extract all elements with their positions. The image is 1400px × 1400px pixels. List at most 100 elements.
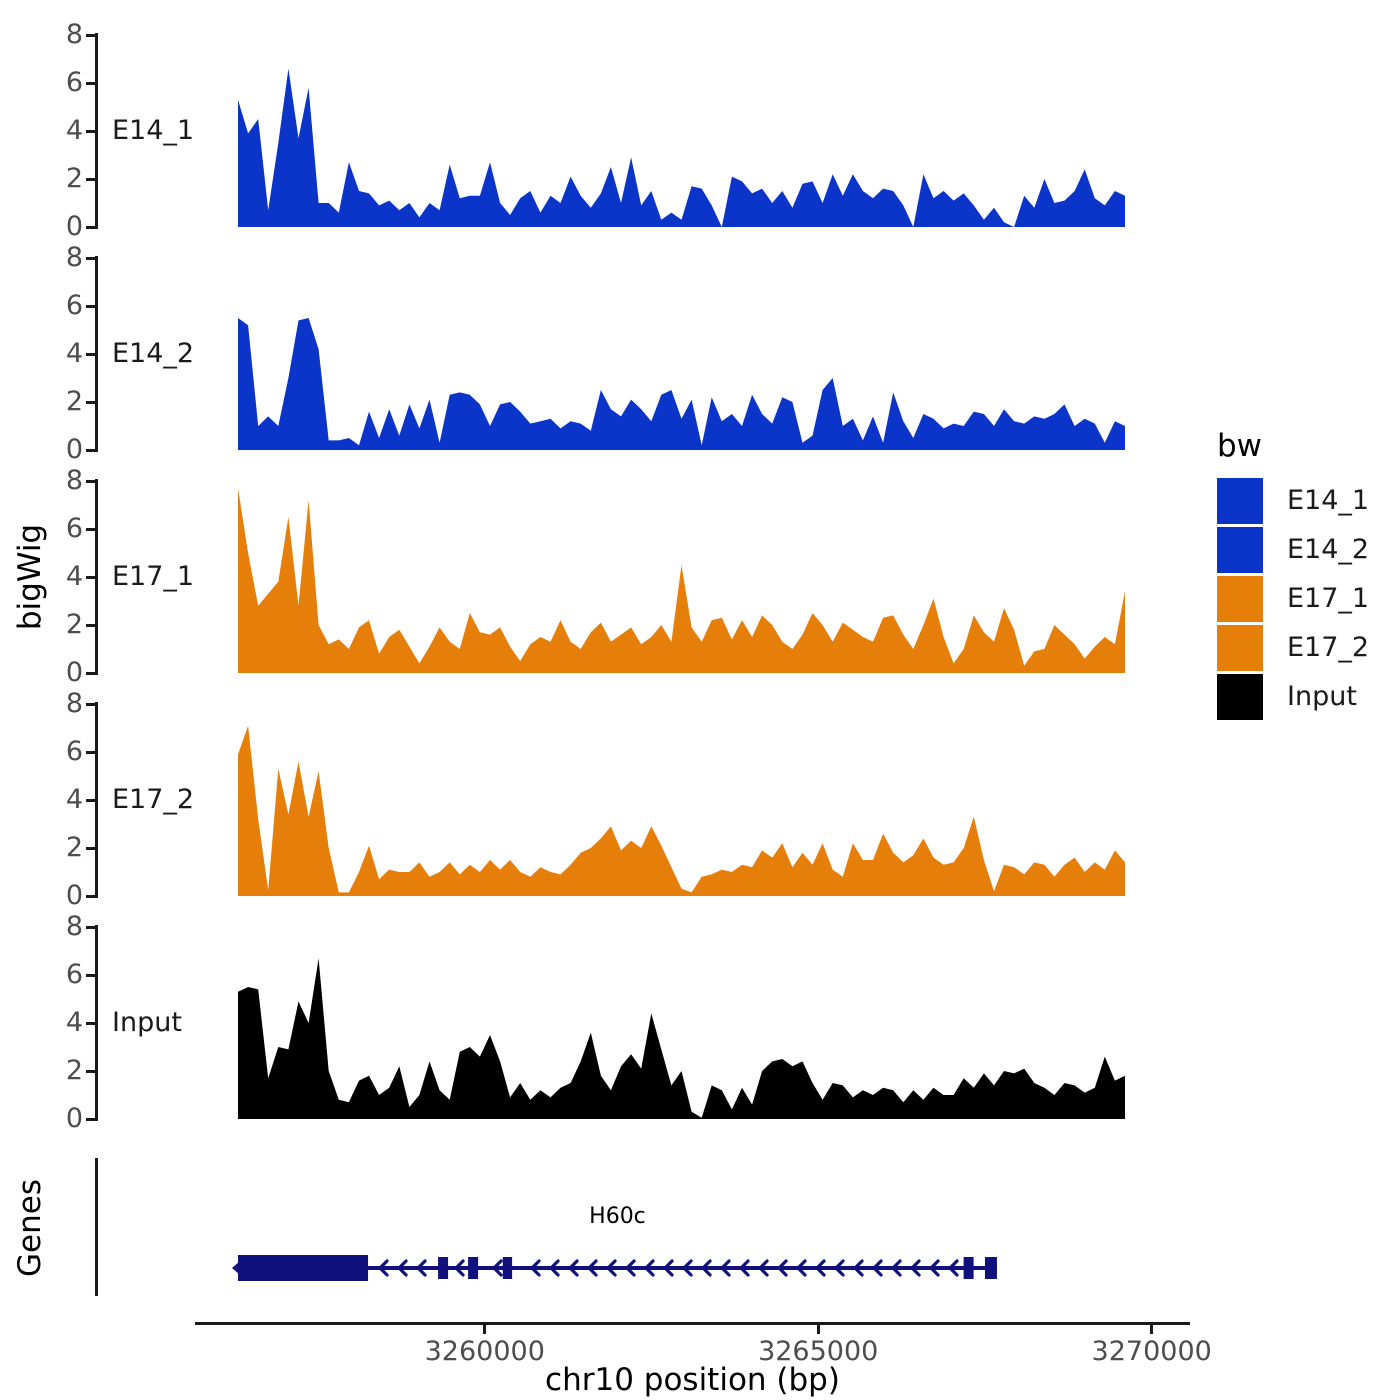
y-tick	[86, 527, 95, 531]
genes-axis-line	[95, 1158, 98, 1296]
x-tick	[816, 1322, 820, 1334]
strand-arrow-icon	[890, 1259, 902, 1277]
y-tick	[86, 225, 95, 229]
gene-model	[232, 1255, 997, 1281]
strand-arrow-icon	[700, 1259, 712, 1277]
y-tick	[86, 448, 95, 452]
y-tick	[86, 256, 95, 260]
x-tick-label: 3270000	[1091, 1336, 1212, 1367]
y-tick-label: 8	[65, 911, 83, 942]
strand-arrow-icon	[738, 1259, 750, 1277]
gene-exon	[468, 1257, 479, 1279]
y-tick-label: 2	[65, 832, 83, 863]
y-tick	[86, 177, 95, 181]
y-tick	[86, 846, 95, 850]
legend-entry-label: E14_1	[1287, 485, 1370, 516]
strand-arrow-icon	[776, 1259, 788, 1277]
legend-entry-label: Input	[1287, 681, 1357, 712]
y-tick	[86, 33, 95, 37]
strand-arrow-icon	[719, 1259, 731, 1277]
y-tick	[86, 1069, 95, 1073]
strand-end-arrow	[232, 1261, 240, 1275]
strand-arrow-icon	[928, 1259, 940, 1277]
track-label: Input	[112, 1007, 182, 1038]
strand-arrow-icon	[947, 1259, 959, 1277]
x-tick-label: 3260000	[424, 1336, 545, 1367]
y-tick-label: 6	[65, 290, 83, 321]
y-tick-label: 8	[65, 19, 83, 50]
strand-arrow-icon	[795, 1259, 807, 1277]
x-tick-label: 3265000	[758, 1336, 879, 1367]
y-tick-label: 6	[65, 736, 83, 767]
area-polygon	[238, 725, 1125, 896]
coverage-area-E14_2	[238, 318, 1125, 450]
area-polygon	[238, 958, 1125, 1119]
strand-arrow-icon	[377, 1259, 389, 1277]
area-polygon	[238, 68, 1125, 227]
y-tick	[86, 894, 95, 898]
y-axis-line	[95, 33, 98, 229]
coverage-area-Input	[238, 958, 1125, 1119]
y-tick-label: 2	[65, 163, 83, 194]
y-tick-label: 0	[65, 657, 83, 688]
strand-arrow-icon	[586, 1259, 598, 1277]
strand-arrow-icon	[909, 1259, 921, 1277]
gene-exon	[438, 1257, 449, 1279]
x-tick	[483, 1322, 487, 1334]
strand-arrow-icon	[567, 1259, 579, 1277]
strand-arrow-icon	[453, 1259, 465, 1277]
y-tick	[86, 925, 95, 929]
y-tick	[86, 750, 95, 754]
area-polygon	[238, 488, 1125, 673]
legend-key	[1217, 576, 1263, 622]
track-label: E17_1	[112, 561, 195, 592]
y-tick-label: 6	[65, 513, 83, 544]
y-tick-label: 4	[65, 1007, 83, 1038]
y-tick-label: 6	[65, 67, 83, 98]
legend-title: bw	[1217, 428, 1263, 464]
strand-arrow-icon	[624, 1259, 636, 1277]
track-label: E17_2	[112, 784, 195, 815]
track-label: E14_1	[112, 115, 195, 146]
strand-arrow-icon	[814, 1259, 826, 1277]
y-tick-label: 0	[65, 211, 83, 242]
strand-arrow-icon	[871, 1259, 883, 1277]
y-axis-line	[95, 702, 98, 898]
strand-arrow-icon	[643, 1259, 655, 1277]
area-polygon	[238, 318, 1125, 450]
legend-key	[1217, 527, 1263, 573]
coverage-area-E17_2	[238, 725, 1125, 896]
strand-arrow-icon	[605, 1259, 617, 1277]
strand-arrow-icon	[833, 1259, 845, 1277]
strand-arrow-icon	[548, 1259, 560, 1277]
legend-entry-label: E17_2	[1287, 632, 1370, 663]
gene-exon	[502, 1257, 513, 1279]
x-tick	[1150, 1322, 1154, 1334]
y-tick-label: 0	[65, 1103, 83, 1134]
strand-arrow-icon	[852, 1259, 864, 1277]
coverage-area-E17_1	[238, 488, 1125, 673]
legend-key	[1217, 478, 1263, 524]
y-tick	[86, 1021, 95, 1025]
track-label: E14_2	[112, 338, 195, 369]
y-tick	[86, 798, 95, 802]
gene-exon	[963, 1257, 974, 1279]
legend-key	[1217, 625, 1263, 671]
y-tick	[86, 623, 95, 627]
y-tick-label: 2	[65, 1055, 83, 1086]
y-tick-label: 8	[65, 688, 83, 719]
y-tick	[86, 81, 95, 85]
y-tick	[86, 671, 95, 675]
y-tick-label: 2	[65, 609, 83, 640]
y-tick	[86, 1117, 95, 1121]
y-tick	[86, 304, 95, 308]
y-tick-label: 2	[65, 386, 83, 417]
y-tick	[86, 702, 95, 706]
strand-arrow-icon	[396, 1259, 408, 1277]
y-tick-label: 0	[65, 434, 83, 465]
strand-arrow-icon	[757, 1259, 769, 1277]
y-tick-label: 4	[65, 784, 83, 815]
strand-arrow-icon	[529, 1259, 541, 1277]
